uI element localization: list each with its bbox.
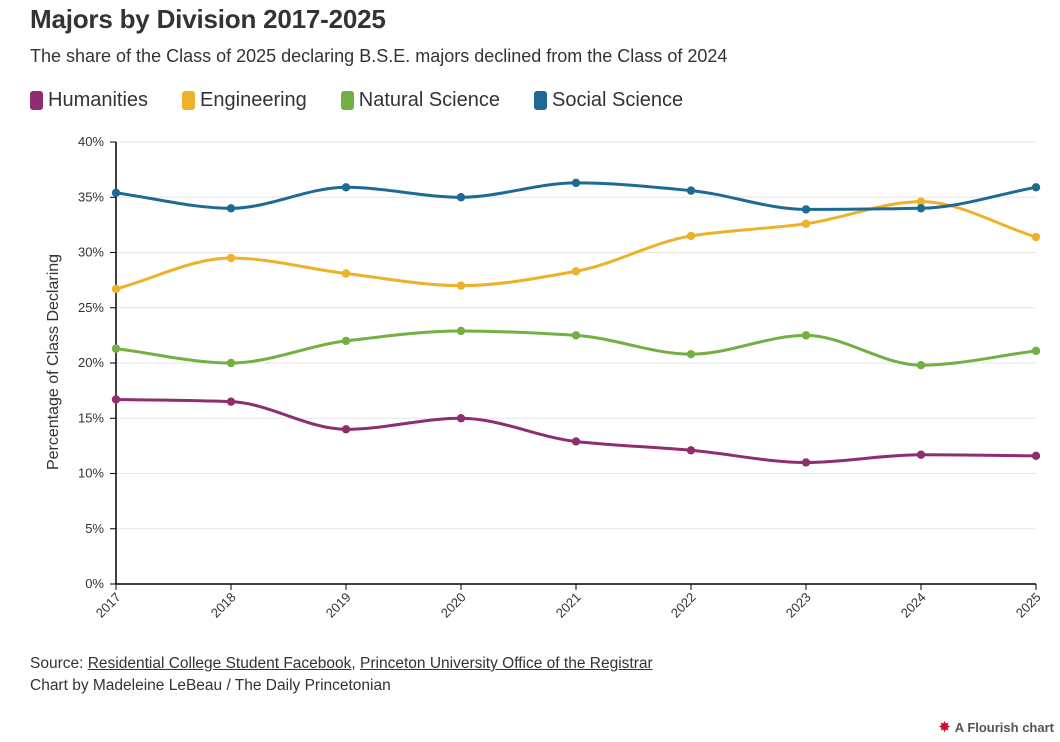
x-tick-label: 2019	[323, 590, 354, 621]
legend-label-natural-science: Natural Science	[358, 89, 500, 111]
legend-swatch-social-science	[533, 91, 547, 110]
data-point-humanities	[686, 446, 696, 455]
y-axis-label: Percentage of Class Declaring	[45, 254, 62, 470]
x-tick-label: 2023	[783, 590, 814, 621]
x-axis: 2017 2018 2019 2020 2021 2022 2023 2024 2025	[93, 583, 1044, 621]
x-tick-label: 2018	[208, 590, 239, 621]
data-point-humanities	[226, 397, 236, 406]
data-point-engineering	[916, 197, 926, 206]
data-point-social-science	[801, 205, 811, 214]
legend: Humanities Engineering Natural Science S…	[30, 89, 717, 112]
data-point-natural-science	[686, 349, 696, 359]
x-tick-label: 2020	[438, 590, 469, 621]
legend-item-humanities[interactable]: Humanities	[30, 89, 148, 112]
data-point-humanities	[916, 450, 926, 459]
data-point-natural-science	[916, 361, 926, 370]
legend-swatch-natural-science	[340, 91, 354, 110]
data-point-social-science	[1031, 183, 1041, 192]
data-point-engineering	[686, 231, 696, 241]
data-point-engineering	[111, 284, 121, 294]
data-point-natural-science	[571, 331, 581, 340]
data-point-engineering	[571, 267, 581, 276]
series-line-humanities	[114, 397, 1038, 464]
y-tick-label: 10%	[78, 466, 104, 481]
series-points	[111, 178, 1041, 467]
data-point-humanities	[1031, 451, 1041, 461]
y-tick-label: 0%	[85, 576, 104, 591]
gridlines	[116, 141, 1036, 530]
data-point-social-science	[571, 178, 581, 188]
chart-subtitle: The share of the Class of 2025 declaring…	[30, 46, 728, 66]
y-tick-label: 20%	[78, 355, 104, 370]
data-point-social-science	[341, 183, 351, 192]
data-point-humanities	[456, 414, 466, 423]
x-tick-label: 2024	[898, 590, 929, 621]
x-tick-label: 2025	[1013, 590, 1044, 621]
legend-swatch-humanities	[30, 91, 43, 110]
data-point-social-science	[916, 204, 926, 213]
data-point-humanities	[341, 425, 351, 434]
data-point-natural-science	[111, 344, 121, 353]
flourish-logo-icon: ✸	[938, 719, 951, 736]
data-point-engineering	[1031, 232, 1041, 242]
data-point-engineering	[456, 281, 466, 290]
flourish-badge[interactable]: ✸ A Flourish chart	[938, 718, 1054, 736]
flourish-label: A Flourish chart	[954, 719, 1054, 735]
data-point-natural-science	[226, 358, 236, 368]
data-point-natural-science	[341, 336, 351, 346]
legend-swatch-engineering	[182, 91, 196, 110]
legend-item-social-science[interactable]: Social Science	[533, 89, 684, 112]
y-axis: 0% 5% 10% 15% 20% 25% 30% 35% 40%	[78, 134, 117, 591]
legend-label-social-science: Social Science	[551, 89, 684, 111]
legend-label-humanities: Humanities	[48, 89, 149, 111]
source-line: Source: Residential College Student Face…	[30, 653, 653, 675]
data-point-humanities	[801, 458, 811, 467]
data-point-natural-science	[1031, 346, 1041, 356]
data-point-humanities	[111, 395, 121, 404]
y-tick-label: 40%	[78, 134, 104, 149]
source-separator: ,	[351, 655, 361, 672]
y-tick-label: 5%	[85, 521, 104, 536]
data-point-natural-science	[801, 331, 811, 340]
data-point-social-science	[226, 204, 236, 213]
series-lines	[114, 181, 1038, 464]
data-point-natural-science	[456, 326, 466, 336]
y-tick-label: 35%	[78, 189, 104, 204]
source-link-registrar[interactable]: Princeton University Office of the Regis…	[360, 655, 653, 672]
x-tick-label: 2022	[668, 590, 699, 621]
data-point-engineering	[226, 253, 236, 263]
data-point-social-science	[686, 186, 696, 195]
data-point-humanities	[571, 437, 581, 446]
chart-title: Majors by Division 2017-2025	[30, 4, 386, 34]
y-tick-label: 25%	[78, 300, 104, 315]
legend-item-engineering[interactable]: Engineering	[182, 89, 307, 112]
data-point-social-science	[456, 193, 466, 202]
data-point-social-science	[111, 188, 121, 198]
data-point-engineering	[801, 219, 811, 228]
credit-line: Chart by Madeleine LeBeau / The Daily Pr…	[30, 677, 391, 694]
legend-label-engineering: Engineering	[200, 89, 307, 111]
y-tick-label: 15%	[78, 410, 104, 425]
y-tick-label: 30%	[78, 245, 104, 260]
series-line-engineering	[114, 200, 1038, 291]
source-link-facebook[interactable]: Residential College Student Facebook	[87, 655, 352, 672]
footer: Source: Residential College Student Face…	[30, 653, 653, 697]
data-point-engineering	[341, 269, 351, 278]
line-chart: 0%5%10%15%20%25%30%35%40% 2017 2018 2019 20…	[45, 134, 1044, 621]
source-prefix: Source:	[30, 655, 88, 672]
x-tick-label: 2021	[553, 590, 584, 621]
legend-item-natural-science[interactable]: Natural Science	[340, 89, 500, 112]
x-tick-label: 2017	[93, 590, 124, 621]
